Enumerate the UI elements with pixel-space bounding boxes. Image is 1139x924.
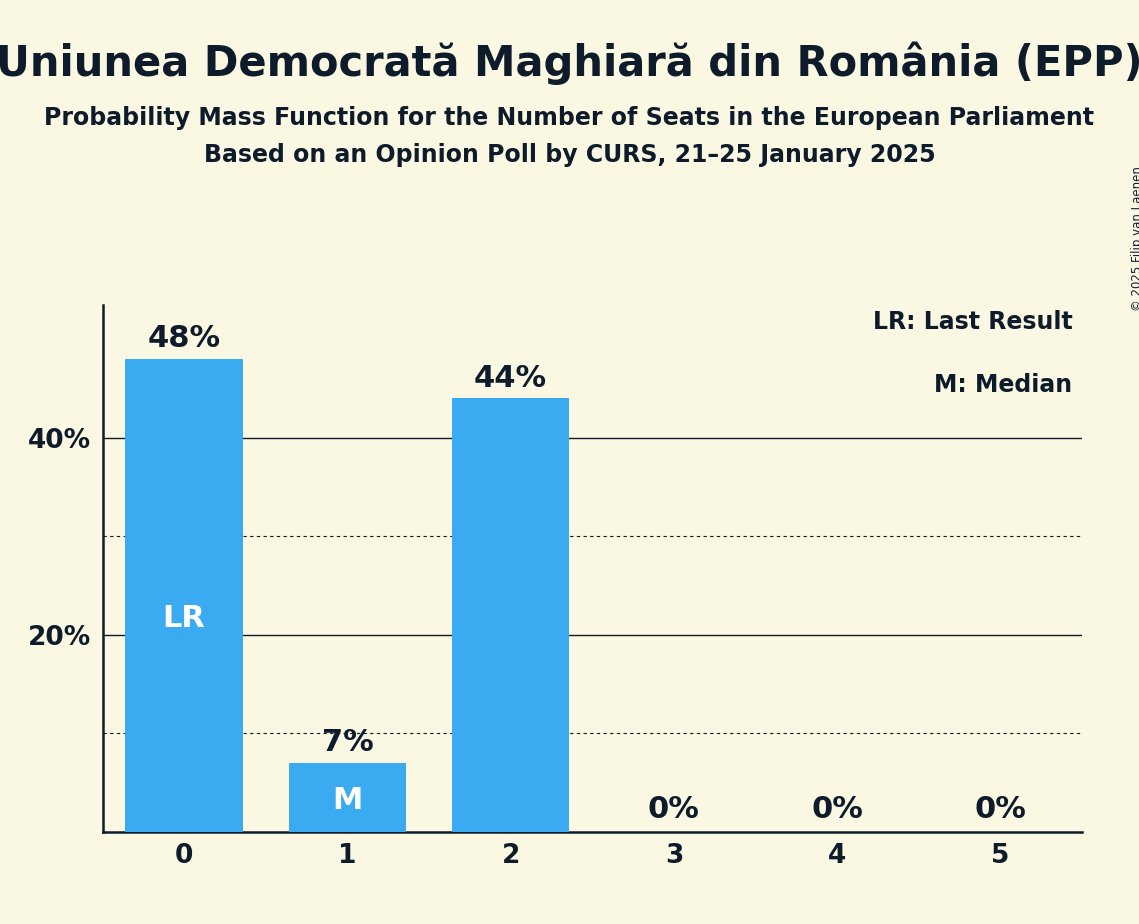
Text: LR: LR (163, 604, 205, 634)
Text: 0%: 0% (975, 795, 1026, 823)
Text: Based on an Opinion Poll by CURS, 21–25 January 2025: Based on an Opinion Poll by CURS, 21–25 … (204, 143, 935, 167)
Text: 44%: 44% (474, 363, 547, 393)
Text: M: Median: M: Median (934, 373, 1072, 397)
Text: LR: Last Result: LR: Last Result (872, 310, 1072, 334)
Text: 48%: 48% (148, 324, 221, 353)
Bar (125, 359, 243, 832)
Text: Probability Mass Function for the Number of Seats in the European Parliament: Probability Mass Function for the Number… (44, 106, 1095, 130)
Bar (288, 762, 407, 832)
Text: 0%: 0% (811, 795, 863, 823)
Text: M: M (333, 786, 362, 815)
Text: Uniunea Democrată Maghiară din România (EPP): Uniunea Democrată Maghiară din România (… (0, 42, 1139, 85)
Bar (452, 398, 570, 832)
Text: © 2025 Filip van Laenen: © 2025 Filip van Laenen (1131, 166, 1139, 311)
Text: 0%: 0% (648, 795, 699, 823)
Text: 7%: 7% (321, 728, 374, 757)
